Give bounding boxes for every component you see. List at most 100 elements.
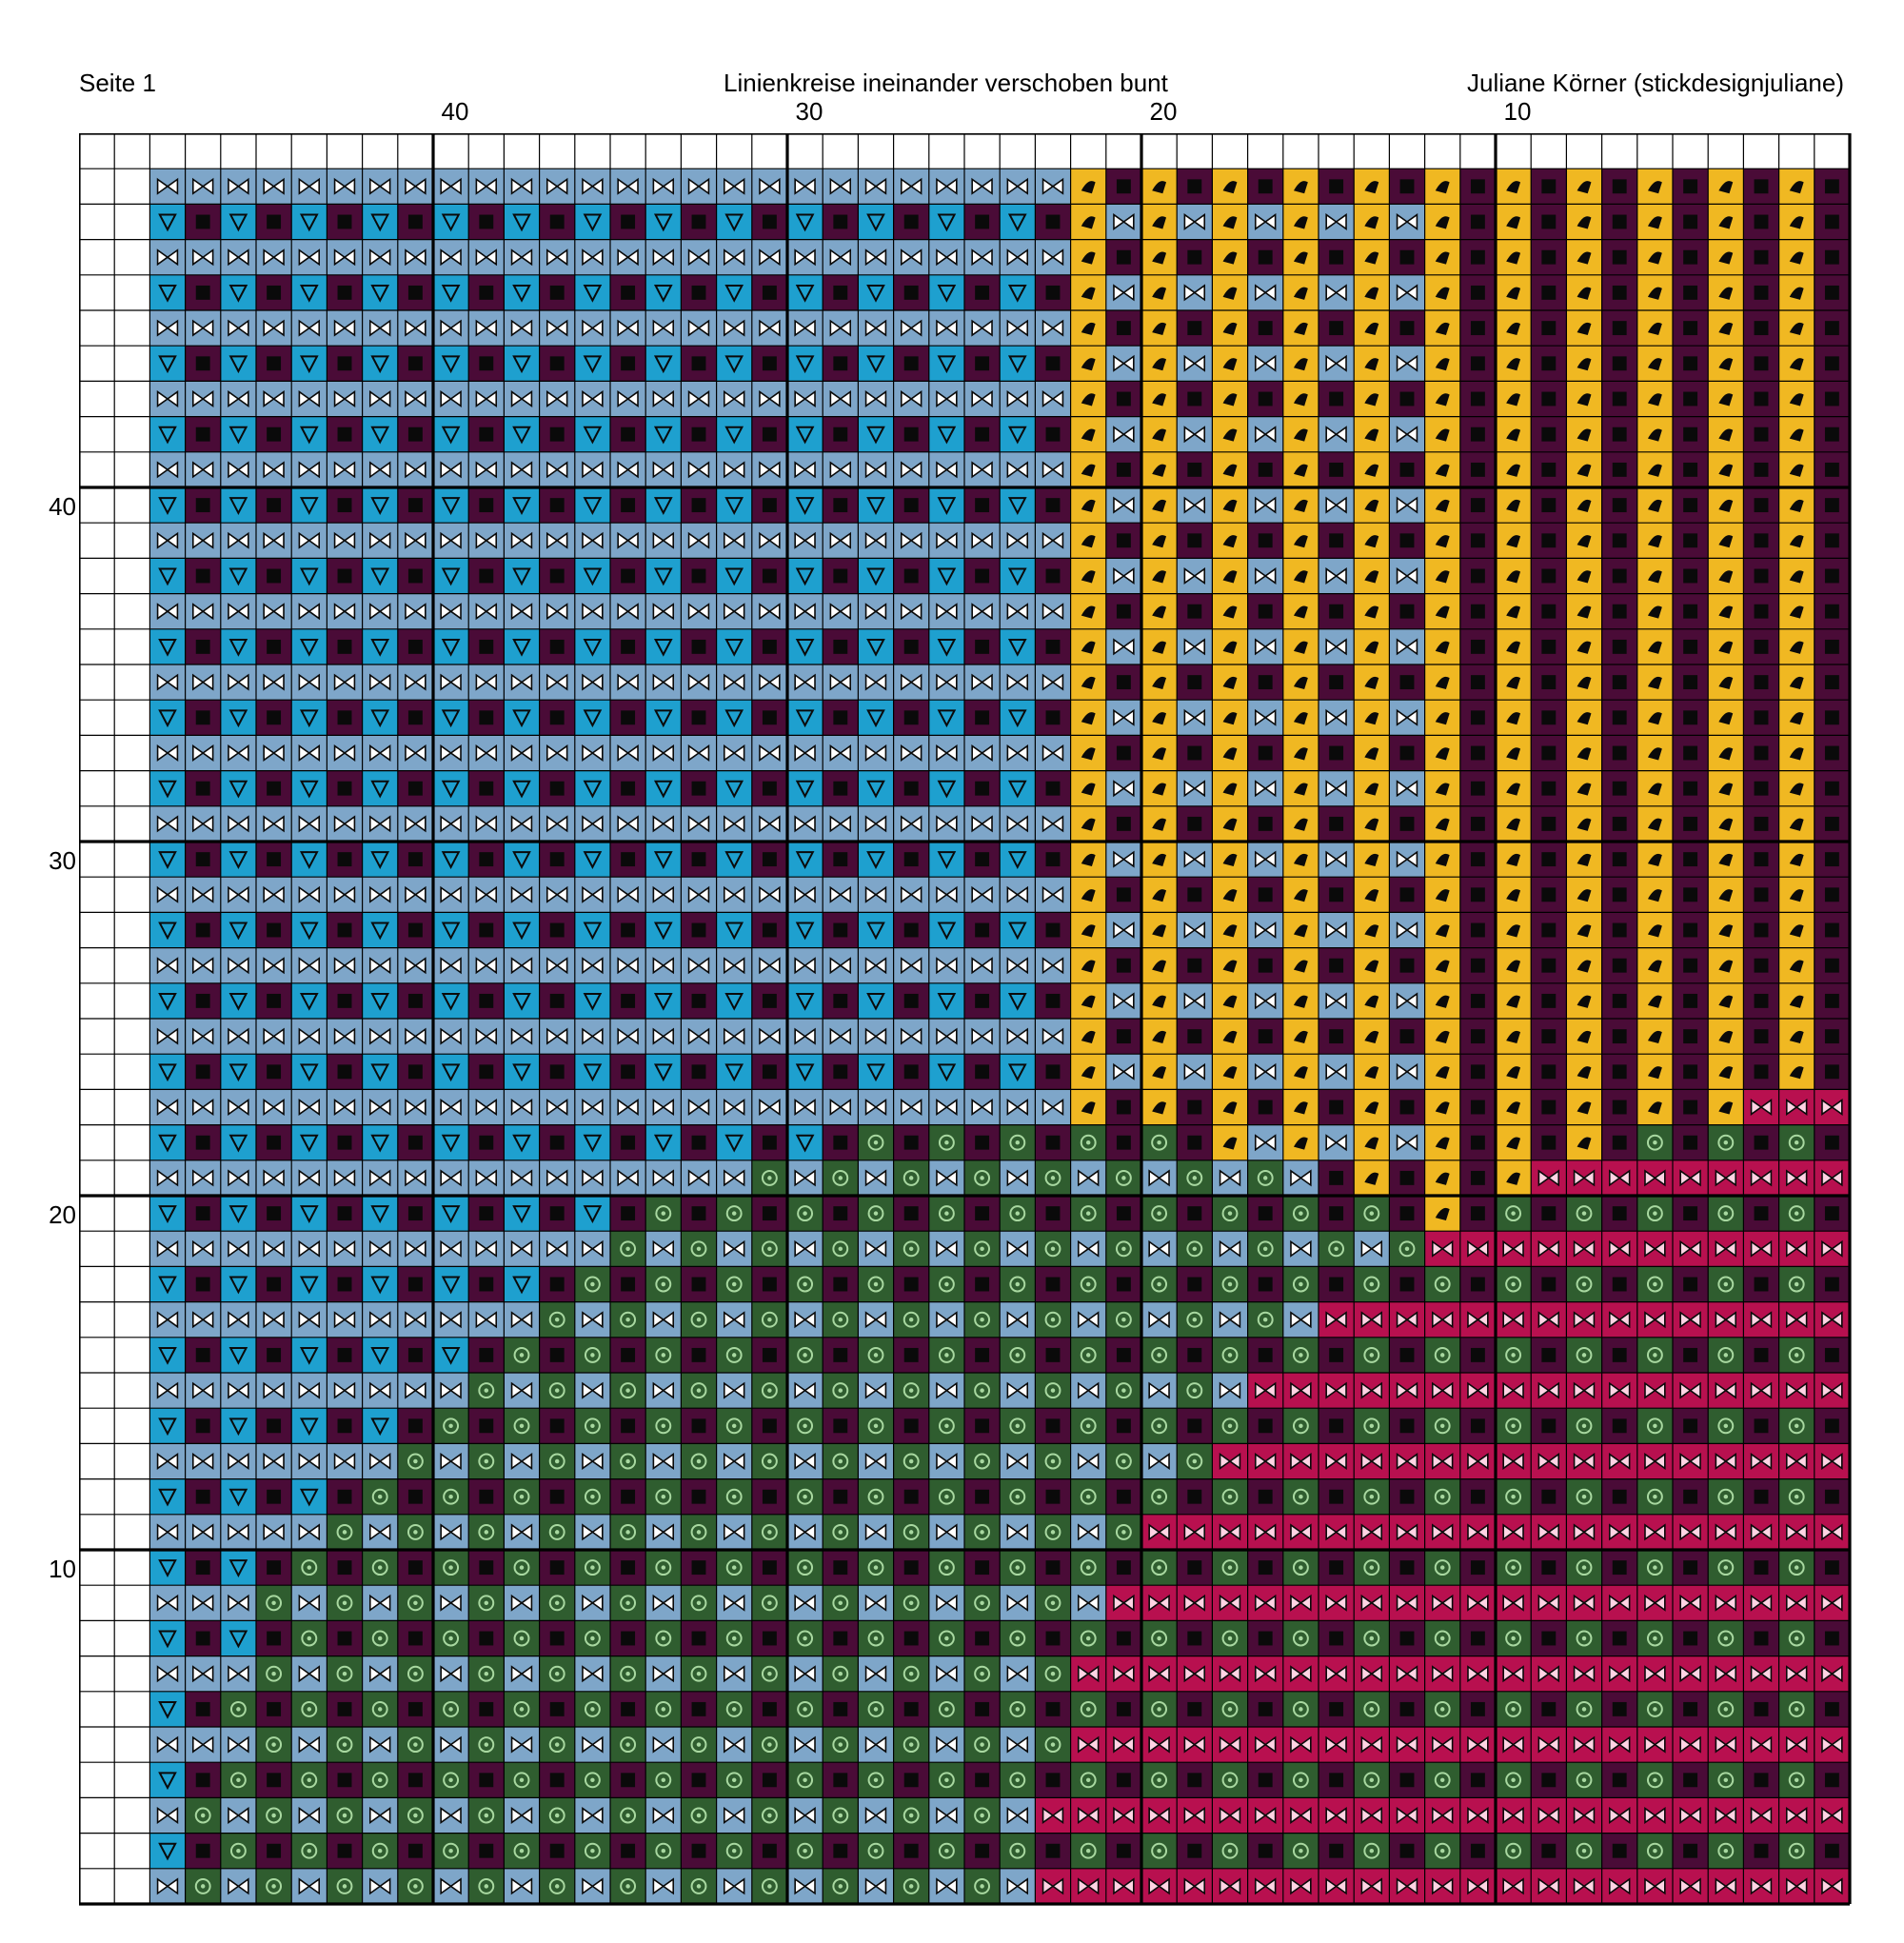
stitch-cell: [1000, 204, 1036, 240]
stitch-cell: [716, 274, 752, 310]
stitch-cell: [433, 1337, 469, 1373]
stitch-cell: [433, 982, 469, 1019]
stitch-cell: [645, 628, 682, 664]
stitch-cell: [149, 770, 186, 806]
stitch-cell: [574, 770, 610, 806]
stitch-cell: [574, 558, 610, 594]
stitch-cell: [220, 628, 256, 664]
stitch-cell: [220, 1620, 256, 1656]
stitch-cell: [149, 204, 186, 240]
stitch-cell: [291, 1337, 327, 1373]
stitch-cell: [433, 1196, 469, 1232]
stitch-cell: [574, 628, 610, 664]
stitch-cell: [149, 1550, 186, 1586]
stitch-cell: [645, 204, 682, 240]
stitch-cell: [574, 1124, 610, 1160]
stitch-cell: [149, 1054, 186, 1090]
stitch-cell: [433, 346, 469, 382]
stitch-cell: [645, 912, 682, 948]
stitch-cell: [220, 274, 256, 310]
stitch-cell: [787, 628, 823, 664]
stitch-cell: [149, 912, 186, 948]
stitch-cell: [291, 700, 327, 736]
stitch-cell: [433, 487, 469, 524]
stitch-cell: [504, 487, 540, 524]
stitch-cell: [220, 1478, 256, 1515]
stitch-cell: [858, 487, 894, 524]
stitch-cell: [645, 558, 682, 594]
stitch-cell: [645, 274, 682, 310]
stitch-cell: [716, 487, 752, 524]
stitch-cell: [220, 1550, 256, 1586]
stitch-cell: [504, 700, 540, 736]
stitch-cell: [504, 770, 540, 806]
stitch-cell: [716, 346, 752, 382]
stitch-cell: [291, 628, 327, 664]
stitch-cell: [362, 1054, 398, 1090]
stitch-cell: [220, 700, 256, 736]
stitch-cell: [433, 770, 469, 806]
stitch-cell: [433, 1054, 469, 1090]
stitch-cell: [928, 487, 964, 524]
stitch-cell: [220, 1408, 256, 1444]
stitch-cell: [858, 558, 894, 594]
stitch-cell: [220, 912, 256, 948]
stitch-cell: [858, 1054, 894, 1090]
stitch-cell: [1000, 628, 1036, 664]
stitch-cell: [645, 842, 682, 878]
stitch-cell: [220, 487, 256, 524]
stitch-cell: [858, 912, 894, 948]
stitch-cell: [433, 842, 469, 878]
stitch-cell: [362, 1124, 398, 1160]
row-label-40: 40: [49, 492, 76, 521]
stitch-cell: [220, 346, 256, 382]
stitch-cell: [787, 346, 823, 382]
stitch-cell: [716, 982, 752, 1019]
stitch-cell: [433, 912, 469, 948]
stitch-cell: [362, 1337, 398, 1373]
stitch-cell: [858, 204, 894, 240]
cross-stitch-grid: [79, 133, 1852, 1906]
stitch-cell: [716, 770, 752, 806]
stitch-cell: [787, 416, 823, 452]
stitch-cell: [928, 204, 964, 240]
stitch-cell: [787, 204, 823, 240]
stitch-cell: [149, 487, 186, 524]
stitch-cell: [220, 416, 256, 452]
stitch-cell: [362, 274, 398, 310]
stitch-cell: [149, 628, 186, 664]
stitch-cell: [928, 912, 964, 948]
stitch-cell: [1000, 416, 1036, 452]
stitch-cell: [504, 1266, 540, 1302]
stitch-cell: [716, 416, 752, 452]
stitch-cell: [1000, 982, 1036, 1019]
stitch-cell: [787, 274, 823, 310]
stitch-cell: [858, 346, 894, 382]
stitch-cell: [504, 346, 540, 382]
stitch-cell: [291, 912, 327, 948]
stitch-cell: [574, 1196, 610, 1232]
stitch-cell: [858, 416, 894, 452]
stitch-cell: [928, 628, 964, 664]
stitch-cell: [291, 842, 327, 878]
stitch-cell: [716, 842, 752, 878]
stitch-cell: [504, 628, 540, 664]
stitch-cells: [149, 169, 1850, 1904]
stitch-cell: [149, 1762, 186, 1798]
stitch-cell: [645, 346, 682, 382]
stitch-cell: [149, 1408, 186, 1444]
stitch-cell: [433, 1266, 469, 1302]
stitch-cell: [928, 982, 964, 1019]
stitch-cell: [858, 842, 894, 878]
stitch-cell: [433, 1124, 469, 1160]
stitch-cell: [716, 204, 752, 240]
stitch-cell: [504, 416, 540, 452]
stitch-cell: [645, 982, 682, 1019]
stitch-cell: [504, 1196, 540, 1232]
stitch-cell: [504, 912, 540, 948]
stitch-cell: [433, 204, 469, 240]
stitch-cell: [716, 1124, 752, 1160]
stitch-cell: [645, 700, 682, 736]
stitch-cell: [362, 1266, 398, 1302]
stitch-cell: [928, 558, 964, 594]
